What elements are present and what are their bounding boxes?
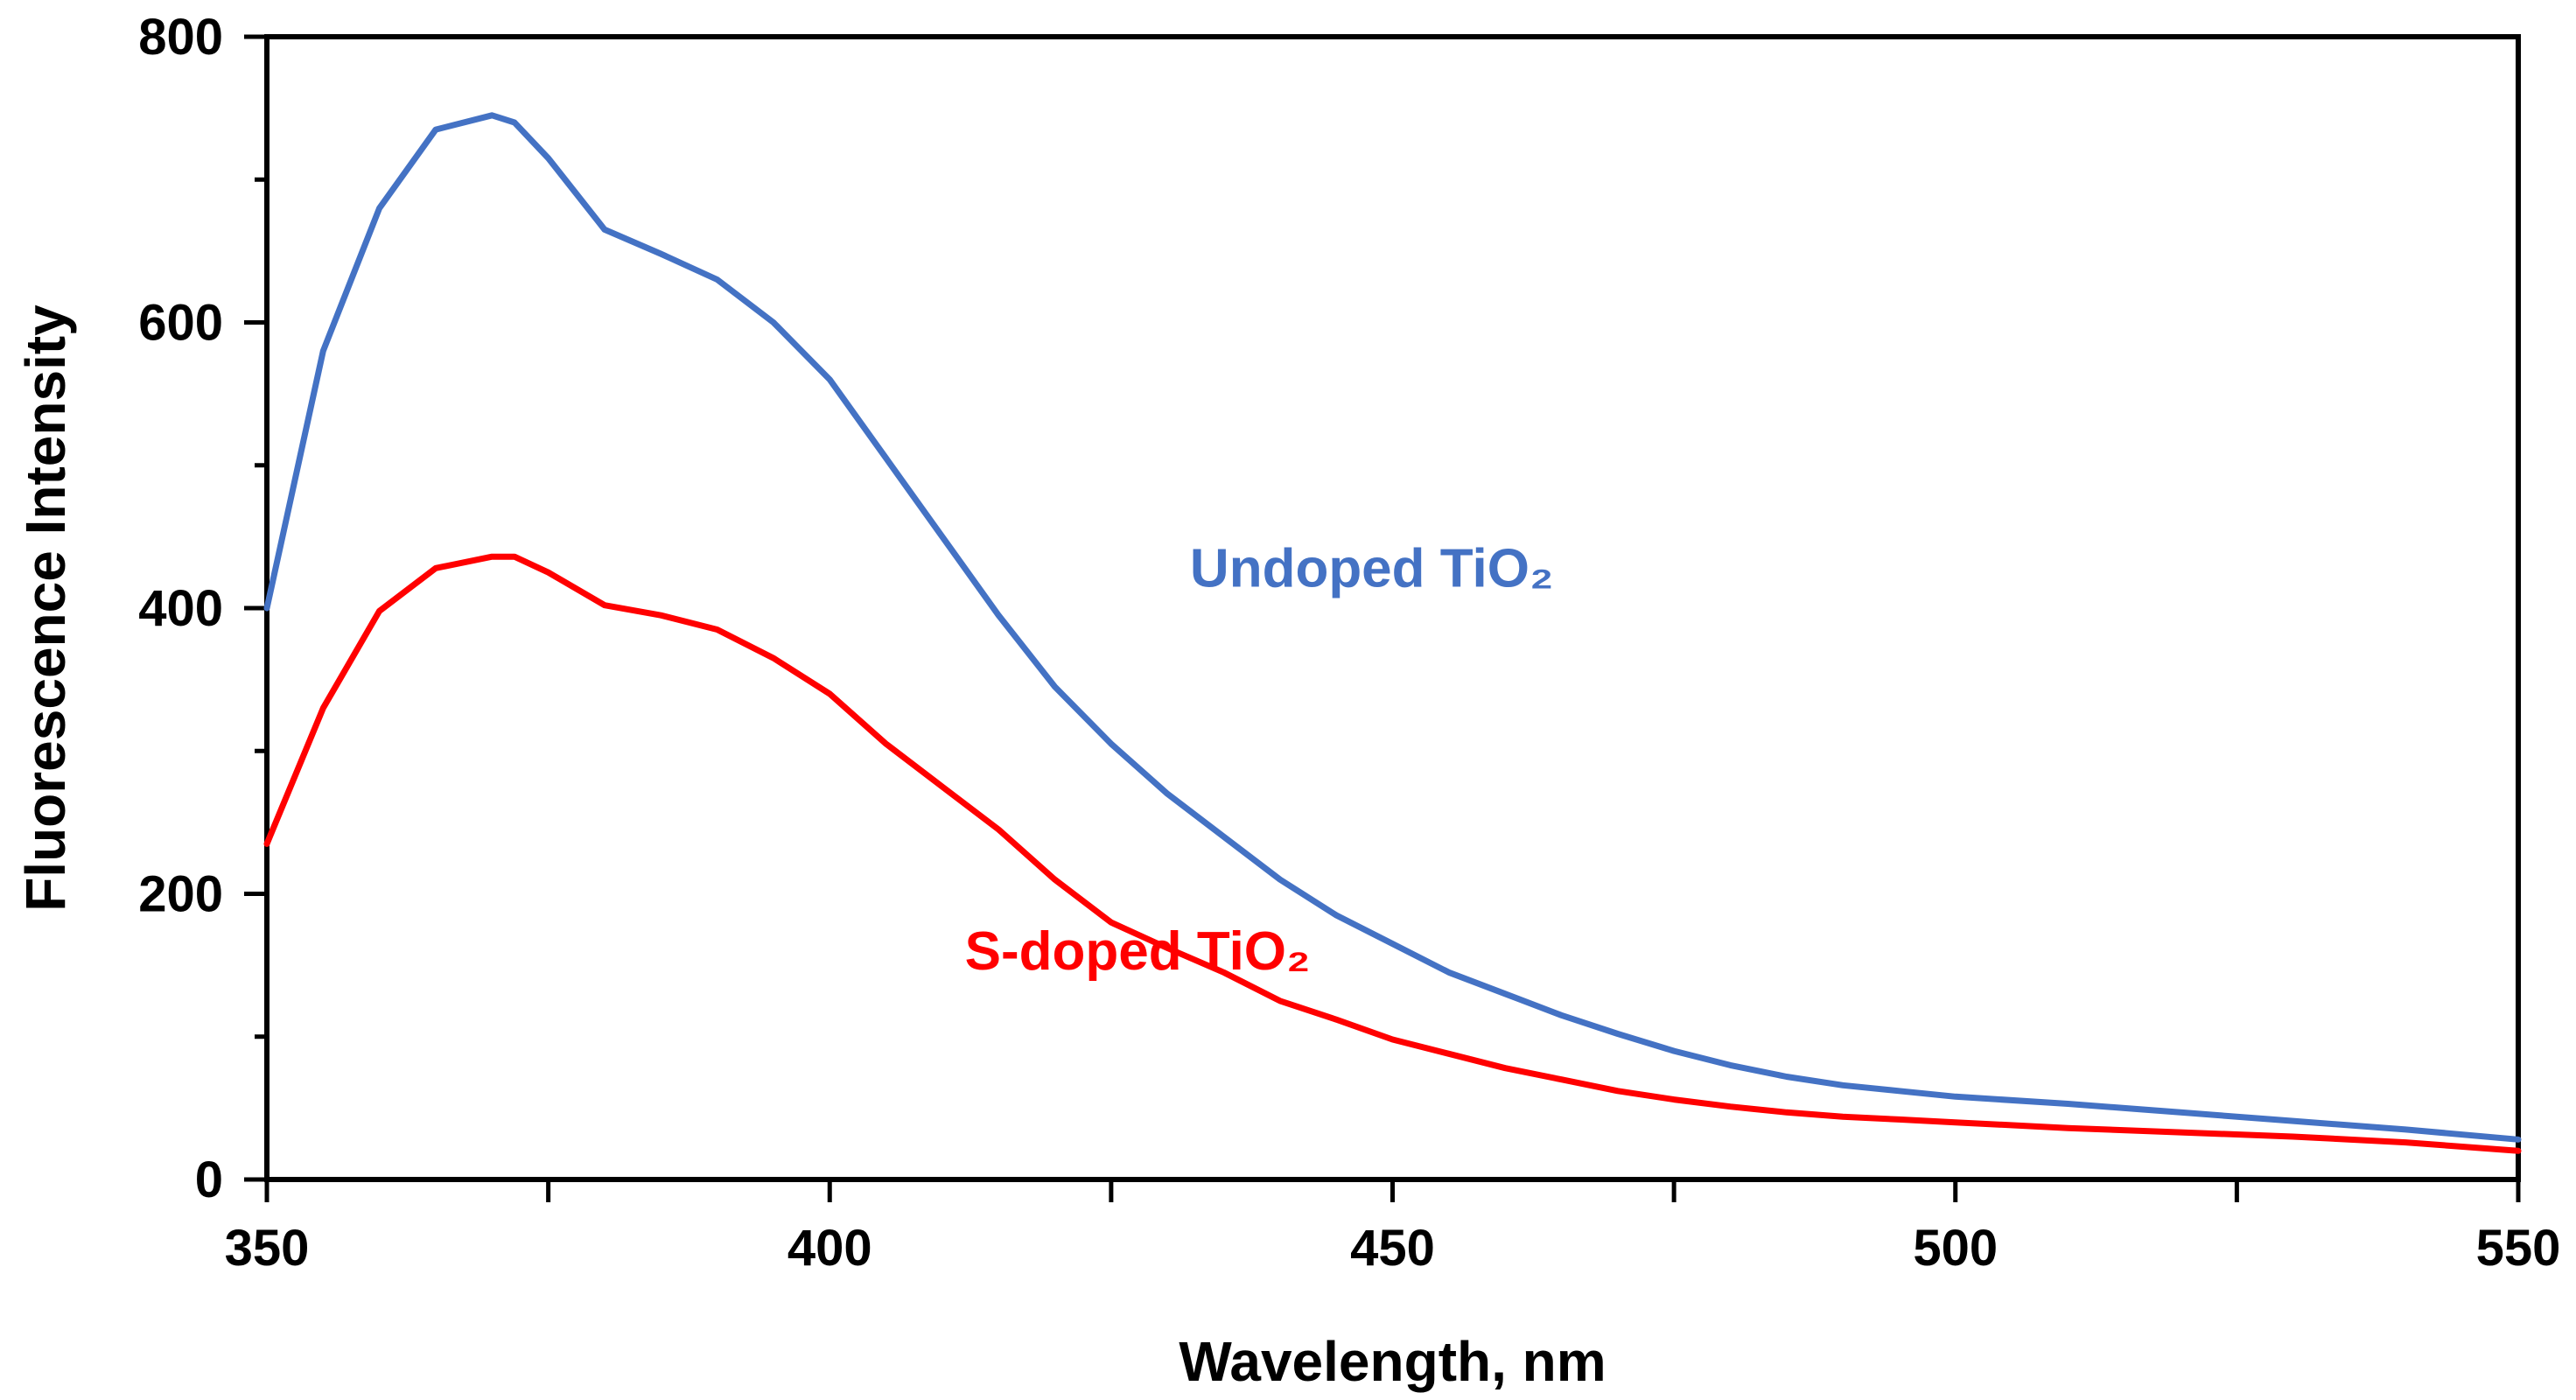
y-tick-label: 200 [138,866,223,923]
y-tick-label: 800 [138,9,223,66]
series-lines [263,112,2522,1154]
x-tick-label: 450 [1350,1220,1435,1277]
series-line-1 [263,553,2522,1154]
x-tick-label: 550 [2476,1220,2561,1277]
ticks: 350 400 450 500 550 0 200 400 600 800 [138,9,2560,1277]
x-axis-title: Wavelength, nm [1179,1330,1606,1393]
x-tick-label: 350 [225,1220,310,1277]
series-labels: Undoped TiO₂ S-doped TiO₂ [965,539,1554,983]
y-tick-label: 400 [138,580,223,637]
series-label-0: Undoped TiO₂ [1190,539,1554,599]
x-tick-label: 400 [788,1220,872,1277]
x-tick-label: 500 [1913,1220,1998,1277]
y-axis-title: Fluorescence Intensity [14,304,77,912]
series-label-1: S-doped TiO₂ [965,921,1311,982]
y-tick-label: 600 [138,295,223,352]
series-line-0 [263,112,2522,1143]
y-tick-label: 0 [195,1152,223,1208]
